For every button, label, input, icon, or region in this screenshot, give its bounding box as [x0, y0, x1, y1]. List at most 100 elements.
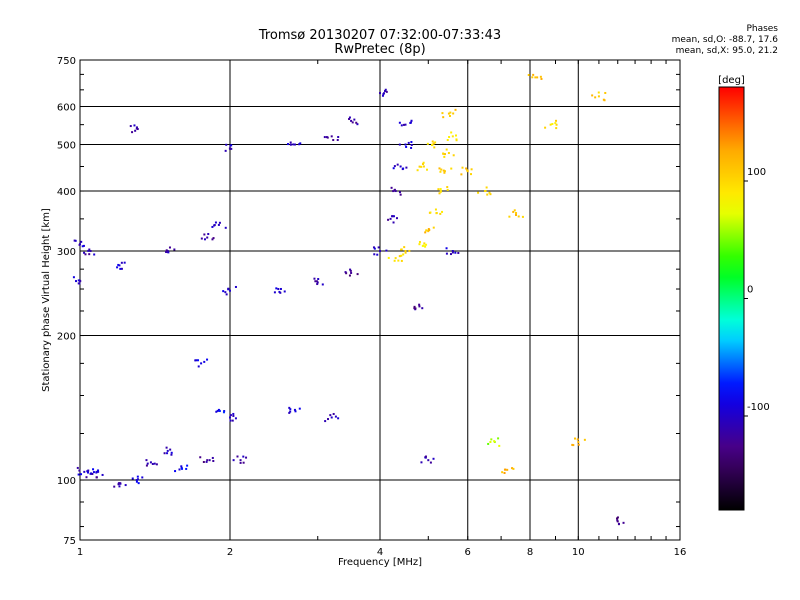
data-point — [517, 215, 520, 218]
y-tick-label: 600 — [57, 103, 76, 114]
data-point — [205, 460, 208, 463]
data-point — [123, 261, 126, 264]
data-point — [289, 143, 292, 146]
data-point — [439, 190, 442, 193]
data-point — [409, 121, 412, 124]
colorbar-tick-label: 100 — [747, 167, 766, 178]
data-point — [200, 362, 203, 365]
data-point — [120, 261, 123, 264]
data-point — [527, 74, 530, 77]
data-point — [206, 358, 209, 361]
data-point — [418, 305, 421, 308]
data-point — [293, 408, 296, 411]
data-point — [288, 411, 291, 414]
data-point — [424, 231, 427, 234]
data-point — [166, 449, 169, 452]
data-point — [84, 253, 87, 256]
data-point — [385, 90, 388, 93]
data-point — [489, 193, 492, 196]
y-tick-label: 75 — [63, 536, 76, 547]
data-point — [452, 154, 455, 157]
data-point — [450, 167, 453, 170]
data-point — [433, 146, 436, 149]
data-point — [323, 136, 326, 139]
data-point — [410, 143, 413, 146]
data-point — [432, 457, 435, 460]
data-point — [289, 141, 292, 144]
data-point — [477, 191, 480, 194]
data-point — [216, 409, 219, 412]
data-point — [395, 217, 398, 220]
data-point — [224, 149, 227, 152]
data-point — [173, 248, 176, 251]
data-point — [77, 279, 80, 282]
data-point — [117, 483, 120, 486]
data-point — [397, 259, 400, 262]
data-point — [314, 280, 317, 283]
data-point — [616, 517, 619, 520]
data-point — [74, 239, 77, 242]
data-point — [532, 73, 535, 76]
data-point — [418, 240, 421, 243]
data-point — [289, 410, 292, 413]
data-point — [119, 267, 122, 270]
data-point — [442, 169, 445, 172]
data-point — [393, 188, 396, 191]
data-point — [403, 246, 406, 249]
data-point — [218, 221, 221, 224]
chart-title: Tromsø 20130207 07:32:00-07:33:43 — [258, 28, 502, 43]
data-point — [317, 278, 320, 281]
data-point — [330, 416, 333, 419]
data-point — [420, 165, 423, 168]
x-tick-label: 4 — [377, 547, 383, 558]
data-point — [313, 277, 316, 280]
data-point — [75, 280, 78, 283]
data-point — [418, 303, 421, 306]
data-point — [206, 236, 209, 239]
data-point — [279, 291, 282, 294]
phase-stats: Phases mean, sd,O: -88.7, 17.6 mean, sd,… — [672, 24, 778, 57]
data-point — [408, 249, 411, 252]
data-point — [350, 271, 353, 274]
data-point — [208, 459, 211, 462]
data-point — [451, 135, 454, 138]
data-point — [555, 123, 558, 126]
data-point — [137, 482, 140, 485]
data-point — [225, 143, 228, 146]
data-point — [353, 118, 356, 121]
data-point — [404, 123, 407, 126]
data-point — [460, 173, 463, 176]
data-point — [410, 141, 413, 144]
data-point — [330, 135, 333, 138]
data-point — [316, 283, 319, 286]
data-point — [444, 153, 447, 156]
data-point — [181, 467, 184, 470]
data-point — [170, 451, 173, 454]
data-point — [413, 307, 416, 310]
data-point — [225, 293, 228, 296]
data-point — [449, 253, 452, 256]
data-point — [438, 192, 441, 195]
data-point — [447, 152, 450, 155]
data-point — [321, 283, 324, 286]
data-point — [451, 250, 454, 253]
y-tick-label: 200 — [57, 332, 76, 343]
data-point — [379, 92, 381, 95]
data-point — [234, 285, 237, 288]
data-point — [207, 233, 210, 236]
data-point — [349, 269, 352, 272]
colorbar-tick-label: 0 — [747, 285, 753, 296]
data-point — [212, 460, 215, 463]
data-point — [418, 165, 421, 168]
data-point — [155, 463, 158, 466]
data-point — [443, 171, 446, 174]
data-point — [381, 94, 384, 97]
data-point — [174, 470, 177, 473]
data-point — [211, 456, 214, 459]
data-point — [124, 484, 127, 487]
data-point — [423, 242, 426, 245]
data-point — [442, 116, 445, 119]
data-point — [398, 121, 401, 124]
data-point — [429, 461, 432, 464]
data-point — [222, 411, 225, 414]
